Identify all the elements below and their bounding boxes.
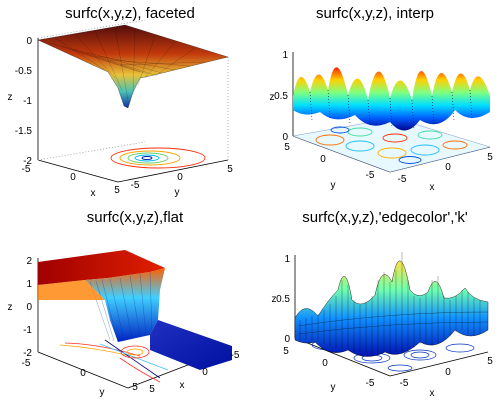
panel-faceted-ztick-0: 0 [26,36,32,47]
panel-faceted-ztick-2: -1 [23,96,32,107]
panel-flat-lower-floor [150,320,232,370]
panel-interp-ytick-1: 0 [320,154,326,165]
panel-flat-ztick-4: -2 [23,348,32,359]
panel-faceted-xtick-2: 5 [114,185,120,196]
panel-edgecolor-ytick-2: -5 [366,378,375,389]
panel-edgecolor-xaxis-line [389,351,489,377]
panel-interp-ztick-2: 0 [282,132,288,143]
panel-flat-xtick-2: 5 [149,384,155,395]
panel-faceted-floor-diag [37,141,146,161]
panel-interp-floor [292,117,491,173]
panel-edgecolor: surfc(x,y,z),'edgecolor','k' 1 0.5 0 5 0… [272,209,494,399]
panel-edgecolor-ztick-2: 0 [284,334,290,345]
panel-faceted-ytick-0: -5 [131,180,140,191]
panel-flat-ztick-3: -1 [23,325,32,336]
panel-faceted-xtick-0: -5 [22,164,31,175]
panel-interp-ytick-0: 5 [284,142,290,153]
panel-edgecolor-yaxis-line [294,337,391,377]
panel-flat-wall-lines [89,271,153,343]
panel-interp-xtick-1: 0 [445,162,451,173]
panel-faceted-xtick-1: 0 [70,172,76,183]
panel-faceted-ztick-4: -2 [23,156,32,167]
panel-flat-xtick-1: 0 [202,367,208,378]
panel-flat-left-band [38,280,105,300]
panel-interp-ztick-0: 1 [282,50,288,61]
panel-edgecolor-ytick-1: 0 [322,358,328,369]
panel-edgecolor-xtick-1: 0 [445,367,451,378]
panel-interp-zlabel: z [270,92,275,103]
panel-faceted-axes [37,19,229,183]
panel-interp-ztick-1: 0.5 [274,91,288,102]
panel-flat-upper-plateau [38,250,165,285]
panel-interp-peak-lines [309,89,473,131]
panel-faceted-zlabel: z [8,92,13,103]
panel-flat: surfc(x,y,z),flat 2 1 0 -1 -2 -5 [8,209,240,398]
panel-interp-title: surfc(x,y,z), interp [316,5,434,22]
panel-faceted-ylabel: y [175,187,180,198]
panel-faceted-yaxis-line [117,159,229,183]
panel-interp: surfc(x,y,z), interp 1 0.5 0 5 [270,5,494,193]
panel-interp-xtick-0: -5 [398,174,407,185]
panel-edgecolor-title: surfc(x,y,z),'edgecolor','k' [302,209,468,226]
panel-flat-contour [59,339,169,383]
panel-flat-ztick-1: 1 [26,279,32,290]
panel-edgecolor-xtick-2: 5 [487,356,493,367]
panel-flat-ytick-1: 0 [80,368,86,379]
panel-faceted-ztick-1: -0.5 [15,66,33,77]
panel-faceted-ytick-1: 0 [177,172,183,183]
panel-edgecolor-ztick-0: 1 [284,254,290,265]
panel-flat-xlabel: x [180,380,185,391]
panel-edgecolor-ztick-1: 0.5 [276,294,290,305]
panel-flat-zlabel: z [8,302,13,313]
panel-interp-contour [315,126,468,164]
panel-flat-ylabel: y [100,387,105,398]
panel-interp-surface [293,67,490,131]
panel-flat-ztick-2: 0 [26,302,32,313]
panel-flat-ytick-2: 5 [132,382,138,393]
panel-faceted-contour [110,147,206,169]
panel-faceted-mesh [49,27,206,101]
panel-edgecolor-xtick-0: -5 [400,378,409,389]
panel-flat-ytick-0: -5 [22,358,31,369]
panel-edgecolor-ytick-0: 5 [283,346,289,357]
panel-faceted-back-line-2 [37,19,146,39]
panel-edgecolor-mesh [297,252,489,355]
panel-faceted: surfc(x,y,z), faceted 0 -0.5 -1 -1.5 -2 … [8,5,234,199]
panel-interp-xlabel: x [430,182,435,193]
panel-faceted-surface [37,24,229,109]
panel-edgecolor-ylabel: y [331,382,336,393]
panel-flat-ztick-0: 2 [26,256,32,267]
panel-interp-ylabel: y [331,180,336,191]
panel-interp-xtick-2: 5 [487,152,493,163]
panel-faceted-xaxis-line [37,159,119,183]
panel-edgecolor-zlabel: z [272,294,277,305]
panel-faceted-title: surfc(x,y,z), faceted [65,5,195,22]
panel-faceted-xlabel: x [91,188,96,199]
panel-faceted-ztick-3: -1.5 [15,126,33,137]
panel-flat-title: surfc(x,y,z),flat [87,209,184,226]
panel-flat-xaxis-line [37,351,129,389]
panel-faceted-ytick-2: 5 [227,164,233,175]
panel-flat-xtick-0: -5 [231,350,240,361]
panel-edgecolor-xlabel: x [430,388,435,399]
panel-interp-ytick-2: -5 [366,170,375,181]
